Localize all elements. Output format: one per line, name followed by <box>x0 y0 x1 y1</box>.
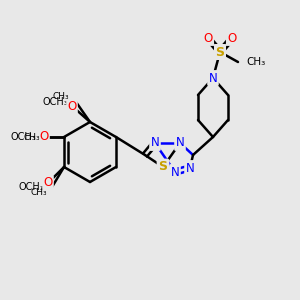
Text: O: O <box>227 32 237 44</box>
Text: N: N <box>208 71 217 85</box>
Text: N: N <box>186 161 194 175</box>
Text: N: N <box>176 136 184 149</box>
Text: O: O <box>203 32 213 44</box>
Text: N: N <box>151 136 159 149</box>
Text: OCH₃: OCH₃ <box>18 182 44 192</box>
Text: S: S <box>158 160 167 173</box>
Text: CH₃: CH₃ <box>30 188 47 197</box>
Text: N: N <box>171 166 179 178</box>
Text: CH₃: CH₃ <box>246 57 265 67</box>
Text: OCH₃: OCH₃ <box>10 132 36 142</box>
Text: S: S <box>215 46 224 59</box>
Text: CH₃: CH₃ <box>24 133 40 142</box>
Text: O: O <box>68 100 76 112</box>
Text: O: O <box>39 130 49 143</box>
Text: O: O <box>44 176 52 190</box>
Text: CH₃: CH₃ <box>53 92 70 101</box>
Text: OCH₃: OCH₃ <box>42 97 68 107</box>
